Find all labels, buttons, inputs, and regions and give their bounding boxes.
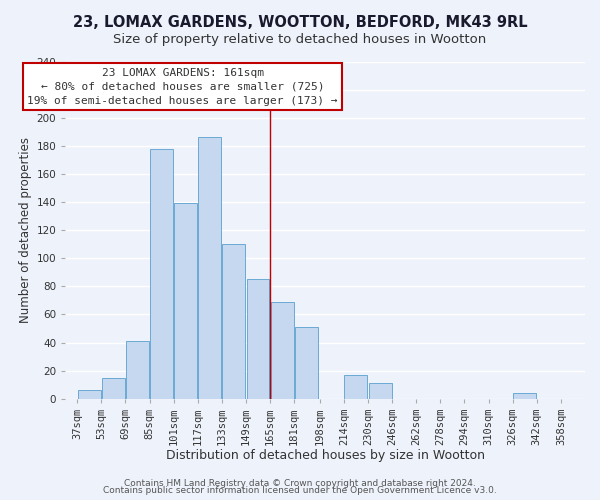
Bar: [102, 378, 125, 399]
Bar: [150, 148, 173, 399]
Bar: [368, 384, 392, 399]
Bar: [126, 341, 149, 399]
Bar: [199, 138, 221, 399]
Bar: [344, 375, 367, 399]
Bar: [271, 302, 293, 399]
Text: 23, LOMAX GARDENS, WOOTTON, BEDFORD, MK43 9RL: 23, LOMAX GARDENS, WOOTTON, BEDFORD, MK4…: [73, 15, 527, 30]
Y-axis label: Number of detached properties: Number of detached properties: [19, 137, 32, 323]
Bar: [247, 280, 269, 399]
Text: 23 LOMAX GARDENS: 161sqm
← 80% of detached houses are smaller (725)
19% of semi-: 23 LOMAX GARDENS: 161sqm ← 80% of detach…: [28, 68, 338, 106]
Text: Size of property relative to detached houses in Wootton: Size of property relative to detached ho…: [113, 32, 487, 46]
Bar: [513, 393, 536, 399]
Bar: [223, 244, 245, 399]
Bar: [78, 390, 101, 399]
Text: Contains HM Land Registry data © Crown copyright and database right 2024.: Contains HM Land Registry data © Crown c…: [124, 478, 476, 488]
Text: Contains public sector information licensed under the Open Government Licence v3: Contains public sector information licen…: [103, 486, 497, 495]
X-axis label: Distribution of detached houses by size in Wootton: Distribution of detached houses by size …: [166, 450, 485, 462]
Bar: [295, 327, 317, 399]
Bar: [174, 204, 197, 399]
